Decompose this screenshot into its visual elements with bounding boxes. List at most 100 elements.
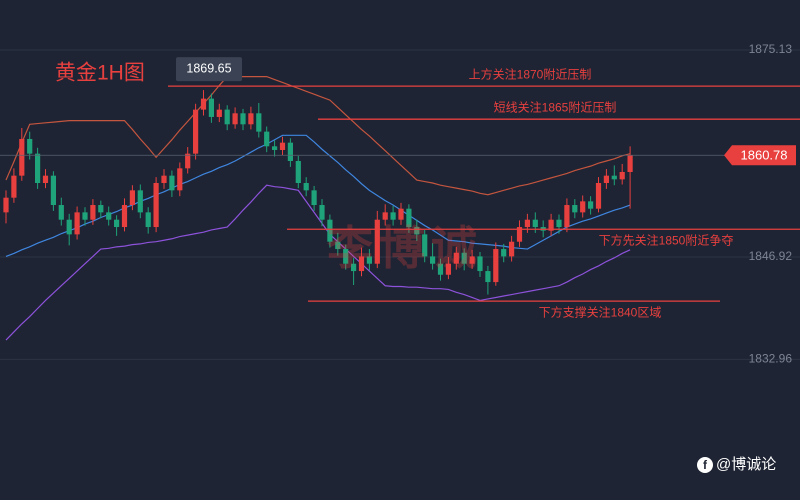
- candle: [564, 198, 570, 233]
- candle-body: [295, 160, 301, 184]
- candle: [82, 207, 88, 226]
- candle-body: [272, 146, 278, 150]
- candle: [295, 155, 301, 189]
- candle: [287, 138, 293, 167]
- candle: [232, 107, 238, 129]
- candle: [74, 206, 80, 240]
- candle-body: [603, 175, 609, 184]
- candle: [145, 207, 151, 234]
- facebook-icon: [697, 457, 713, 473]
- candle-body: [35, 153, 41, 184]
- candle-body: [335, 241, 341, 250]
- candle: [351, 257, 357, 286]
- candle-body: [287, 142, 293, 161]
- candle-body: [137, 190, 143, 213]
- candle: [311, 185, 317, 211]
- candle-body: [524, 219, 530, 228]
- candle: [548, 213, 554, 236]
- candle-body: [177, 168, 183, 191]
- candle: [240, 108, 246, 131]
- candle-body: [343, 249, 349, 264]
- candle-body: [319, 205, 325, 220]
- candle-body: [208, 98, 214, 117]
- candle: [185, 147, 191, 174]
- level-label: 下方先关注1850附近争夺: [599, 232, 734, 247]
- candle: [398, 202, 404, 225]
- candle-body: [588, 201, 594, 209]
- plot: 1875.13 1846.92 1832.96 上方关注1870附近压制短线关注186…: [0, 42, 800, 366]
- candle: [200, 90, 207, 116]
- candle-body: [224, 109, 230, 125]
- candle: [279, 136, 286, 156]
- band-line: [5, 76, 631, 196]
- candle: [501, 243, 507, 263]
- candle: [19, 127, 25, 181]
- candle: [469, 249, 475, 269]
- candle: [580, 195, 586, 218]
- candle-body: [327, 219, 333, 242]
- high-label: 1869.65: [186, 61, 231, 75]
- candle: [216, 103, 222, 123]
- candle-body: [19, 138, 25, 176]
- candle: [477, 251, 483, 277]
- level-label: 下方支撑关注1840区域: [539, 304, 662, 319]
- candle-body: [366, 256, 372, 264]
- candle: [153, 177, 159, 233]
- candle-body: [556, 219, 562, 228]
- candle: [430, 243, 436, 270]
- candle: [619, 163, 625, 185]
- level-label: 上方关注1870附近压制: [469, 66, 592, 81]
- candle: [303, 177, 309, 197]
- candle: [516, 220, 523, 247]
- candle: [406, 204, 412, 233]
- candle: [208, 93, 214, 123]
- candle: [358, 247, 365, 277]
- candle: [595, 177, 602, 213]
- candle: [248, 106, 254, 130]
- candle-body: [422, 234, 428, 257]
- level-label: 短线关注1865附近压制: [494, 99, 617, 114]
- candle-body: [351, 263, 357, 272]
- candle-body: [532, 219, 538, 228]
- candle-body: [580, 201, 586, 213]
- candle: [90, 199, 96, 225]
- candle: [343, 244, 349, 270]
- candle: [169, 170, 175, 197]
- candle: [224, 105, 230, 131]
- credit: f @博诚论: [697, 456, 776, 473]
- candle: [129, 185, 135, 211]
- candle: [390, 205, 396, 226]
- candle: [422, 229, 428, 263]
- candle: [509, 235, 515, 262]
- candle-body: [382, 212, 388, 220]
- candle: [611, 165, 617, 186]
- candle-body: [303, 183, 309, 191]
- candle-body: [572, 205, 578, 213]
- candle-body: [200, 98, 207, 110]
- candle-body: [477, 256, 483, 272]
- candle: [177, 162, 183, 197]
- candle: [3, 190, 9, 224]
- candle-body: [232, 113, 238, 125]
- candle: [572, 199, 578, 219]
- watermark: 李博诚: [327, 222, 483, 274]
- high-label-box: [176, 57, 242, 82]
- candle-body: [619, 171, 625, 180]
- candle-body: [145, 212, 151, 228]
- candle-body: [398, 208, 404, 220]
- candle-body: [469, 256, 475, 264]
- candle: [66, 213, 72, 246]
- candle-body: [461, 252, 467, 264]
- candle: [437, 258, 444, 281]
- candle: [414, 219, 420, 241]
- candle-body: [153, 183, 159, 228]
- candle-body: [264, 131, 270, 147]
- candle: [366, 249, 372, 271]
- candle-body: [248, 113, 254, 125]
- candle-body: [121, 205, 128, 228]
- candle-body: [358, 256, 365, 272]
- candle-body: [311, 190, 317, 206]
- candle-body: [11, 175, 17, 198]
- candle-body: [193, 109, 199, 154]
